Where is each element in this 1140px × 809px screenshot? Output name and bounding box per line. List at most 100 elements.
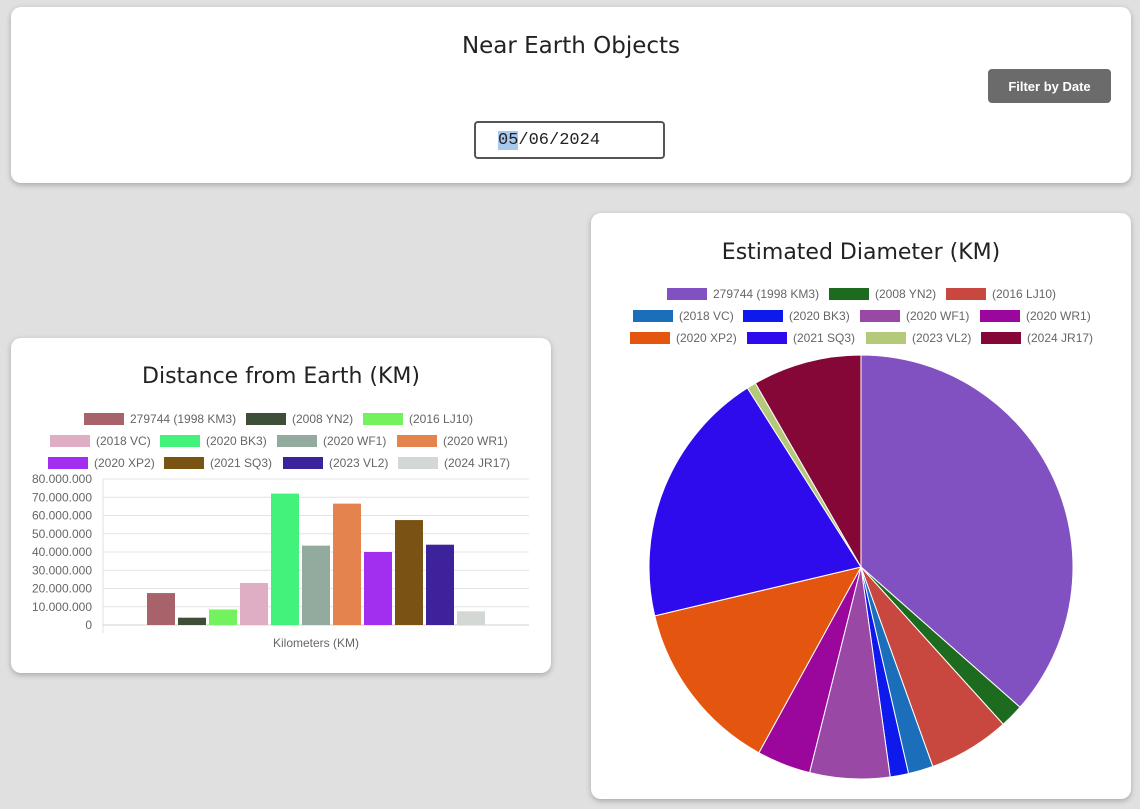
legend-item[interactable]: (2023 VL2) bbox=[866, 331, 971, 345]
page-title: Near Earth Objects bbox=[461, 33, 681, 59]
bar[interactable] bbox=[302, 545, 330, 625]
bar[interactable] bbox=[209, 609, 237, 625]
legend-label: 279744 (1998 KM3) bbox=[130, 412, 236, 426]
diameter-pie-chart: 279744 (1998 KM3) (2008 YN2) (2016 LJ10) (2… bbox=[630, 287, 1093, 780]
legend-item[interactable]: (2020 WF1) bbox=[277, 434, 386, 448]
legend-label: (2021 SQ3) bbox=[793, 331, 855, 345]
bar[interactable] bbox=[147, 593, 175, 625]
distance-chart-title: Distance from Earth (KM) bbox=[142, 364, 420, 389]
legend-label: (2020 BK3) bbox=[789, 309, 850, 323]
legend-swatch bbox=[667, 288, 707, 300]
date-input[interactable]: 05/06/2024 bbox=[474, 121, 665, 159]
legend-swatch bbox=[866, 332, 906, 344]
diameter-chart-title: Estimated Diameter (KM) bbox=[721, 240, 1001, 265]
pie-slice[interactable] bbox=[648, 387, 862, 617]
legend-label: 279744 (1998 KM3) bbox=[713, 287, 819, 301]
legend-swatch bbox=[397, 435, 437, 447]
legend-label: (2020 WF1) bbox=[906, 309, 969, 323]
legend-item[interactable]: (2023 VL2) bbox=[283, 456, 388, 470]
legend-swatch bbox=[164, 457, 204, 469]
y-tick-label: 70.000.000 bbox=[32, 490, 92, 504]
bar[interactable] bbox=[364, 552, 392, 625]
legend-item[interactable]: (2020 WR1) bbox=[397, 434, 508, 448]
legend-swatch bbox=[84, 413, 124, 425]
legend-swatch bbox=[980, 310, 1020, 322]
legend-item[interactable]: (2020 XP2) bbox=[630, 331, 737, 345]
legend-label: (2020 WR1) bbox=[443, 434, 508, 448]
legend-swatch bbox=[829, 288, 869, 300]
legend-item[interactable]: (2020 BK3) bbox=[743, 309, 850, 323]
legend-swatch bbox=[246, 413, 286, 425]
legend-swatch bbox=[946, 288, 986, 300]
date-month-segment[interactable]: 05 bbox=[498, 131, 519, 150]
legend-item[interactable]: (2018 VC) bbox=[50, 434, 151, 448]
y-tick-label: 60.000.000 bbox=[32, 509, 92, 523]
legend-item[interactable]: (2020 XP2) bbox=[48, 456, 155, 470]
date-day-segment[interactable]: 06 bbox=[528, 131, 550, 150]
legend-swatch bbox=[633, 310, 673, 322]
legend-label: (2020 BK3) bbox=[206, 434, 267, 448]
legend-item[interactable]: (2020 BK3) bbox=[160, 434, 267, 448]
legend-label: (2016 LJ10) bbox=[992, 287, 1056, 301]
legend-item[interactable]: (2021 SQ3) bbox=[747, 331, 855, 345]
filter-by-date-button[interactable]: Filter by Date bbox=[988, 69, 1111, 103]
legend-swatch bbox=[860, 310, 900, 322]
legend-item[interactable]: (2016 LJ10) bbox=[946, 287, 1056, 301]
legend-swatch bbox=[981, 332, 1021, 344]
bar[interactable] bbox=[426, 544, 454, 625]
y-tick-label: 0 bbox=[85, 618, 92, 632]
legend-item[interactable]: (2018 VC) bbox=[633, 309, 734, 323]
bar[interactable] bbox=[333, 503, 361, 625]
bar[interactable] bbox=[457, 611, 485, 625]
bar[interactable] bbox=[271, 493, 299, 625]
legend-label: (2020 WR1) bbox=[1026, 309, 1091, 323]
header-card: Near Earth Objects Filter by Date 05/06/… bbox=[11, 7, 1131, 183]
x-axis-label: Kilometers (KM) bbox=[273, 636, 359, 650]
legend-label: (2020 WF1) bbox=[323, 434, 386, 448]
legend-item[interactable]: (2016 LJ10) bbox=[363, 412, 473, 426]
legend-label: (2020 XP2) bbox=[94, 456, 155, 470]
date-separator: / bbox=[518, 131, 529, 150]
bar[interactable] bbox=[395, 520, 423, 625]
pie-slice[interactable] bbox=[754, 354, 862, 569]
legend-label: (2021 SQ3) bbox=[210, 456, 272, 470]
legend-label: (2024 JR17) bbox=[444, 456, 510, 470]
legend-swatch bbox=[630, 332, 670, 344]
bar[interactable] bbox=[178, 617, 206, 625]
legend-label: (2018 VC) bbox=[679, 309, 734, 323]
y-tick-label: 10.000.000 bbox=[32, 600, 92, 614]
legend-item[interactable]: (2020 WR1) bbox=[980, 309, 1091, 323]
legend-item[interactable]: (2008 YN2) bbox=[246, 412, 353, 426]
legend-swatch bbox=[160, 435, 200, 447]
legend-item[interactable]: (2008 YN2) bbox=[829, 287, 936, 301]
distance-chart-card: Distance from Earth (KM) 279744 (1998 KM… bbox=[11, 338, 551, 673]
legend-swatch bbox=[743, 310, 783, 322]
pie-slice[interactable] bbox=[654, 566, 862, 754]
bar[interactable] bbox=[240, 583, 268, 625]
legend-label: (2008 YN2) bbox=[292, 412, 353, 426]
date-year-segment[interactable]: 2024 bbox=[559, 131, 601, 150]
legend-swatch bbox=[283, 457, 323, 469]
legend-item[interactable]: 279744 (1998 KM3) bbox=[84, 412, 236, 426]
legend-item[interactable]: 279744 (1998 KM3) bbox=[667, 287, 819, 301]
diameter-chart-card: Estimated Diameter (KM) 279744 (1998 KM3… bbox=[591, 213, 1131, 799]
legend-item[interactable]: (2020 WF1) bbox=[860, 309, 969, 323]
legend-swatch bbox=[50, 435, 90, 447]
date-separator: / bbox=[549, 131, 560, 150]
legend-swatch bbox=[363, 413, 403, 425]
legend-item[interactable]: (2024 JR17) bbox=[981, 331, 1093, 345]
legend-swatch bbox=[747, 332, 787, 344]
y-tick-label: 80.000.000 bbox=[32, 472, 92, 486]
y-tick-label: 30.000.000 bbox=[32, 563, 92, 577]
y-tick-label: 20.000.000 bbox=[32, 582, 92, 596]
legend-label: (2016 LJ10) bbox=[409, 412, 473, 426]
legend-label: (2018 VC) bbox=[96, 434, 151, 448]
pie-slice[interactable] bbox=[860, 354, 1074, 708]
legend-item[interactable]: (2024 JR17) bbox=[398, 456, 510, 470]
legend-item[interactable]: (2021 SQ3) bbox=[164, 456, 272, 470]
legend-label: (2008 YN2) bbox=[875, 287, 936, 301]
legend-swatch bbox=[48, 457, 88, 469]
distance-bar-chart: 279744 (1998 KM3) (2008 YN2) (2016 LJ10) (2… bbox=[32, 412, 529, 650]
legend-label: (2020 XP2) bbox=[676, 331, 737, 345]
legend-swatch bbox=[398, 457, 438, 469]
